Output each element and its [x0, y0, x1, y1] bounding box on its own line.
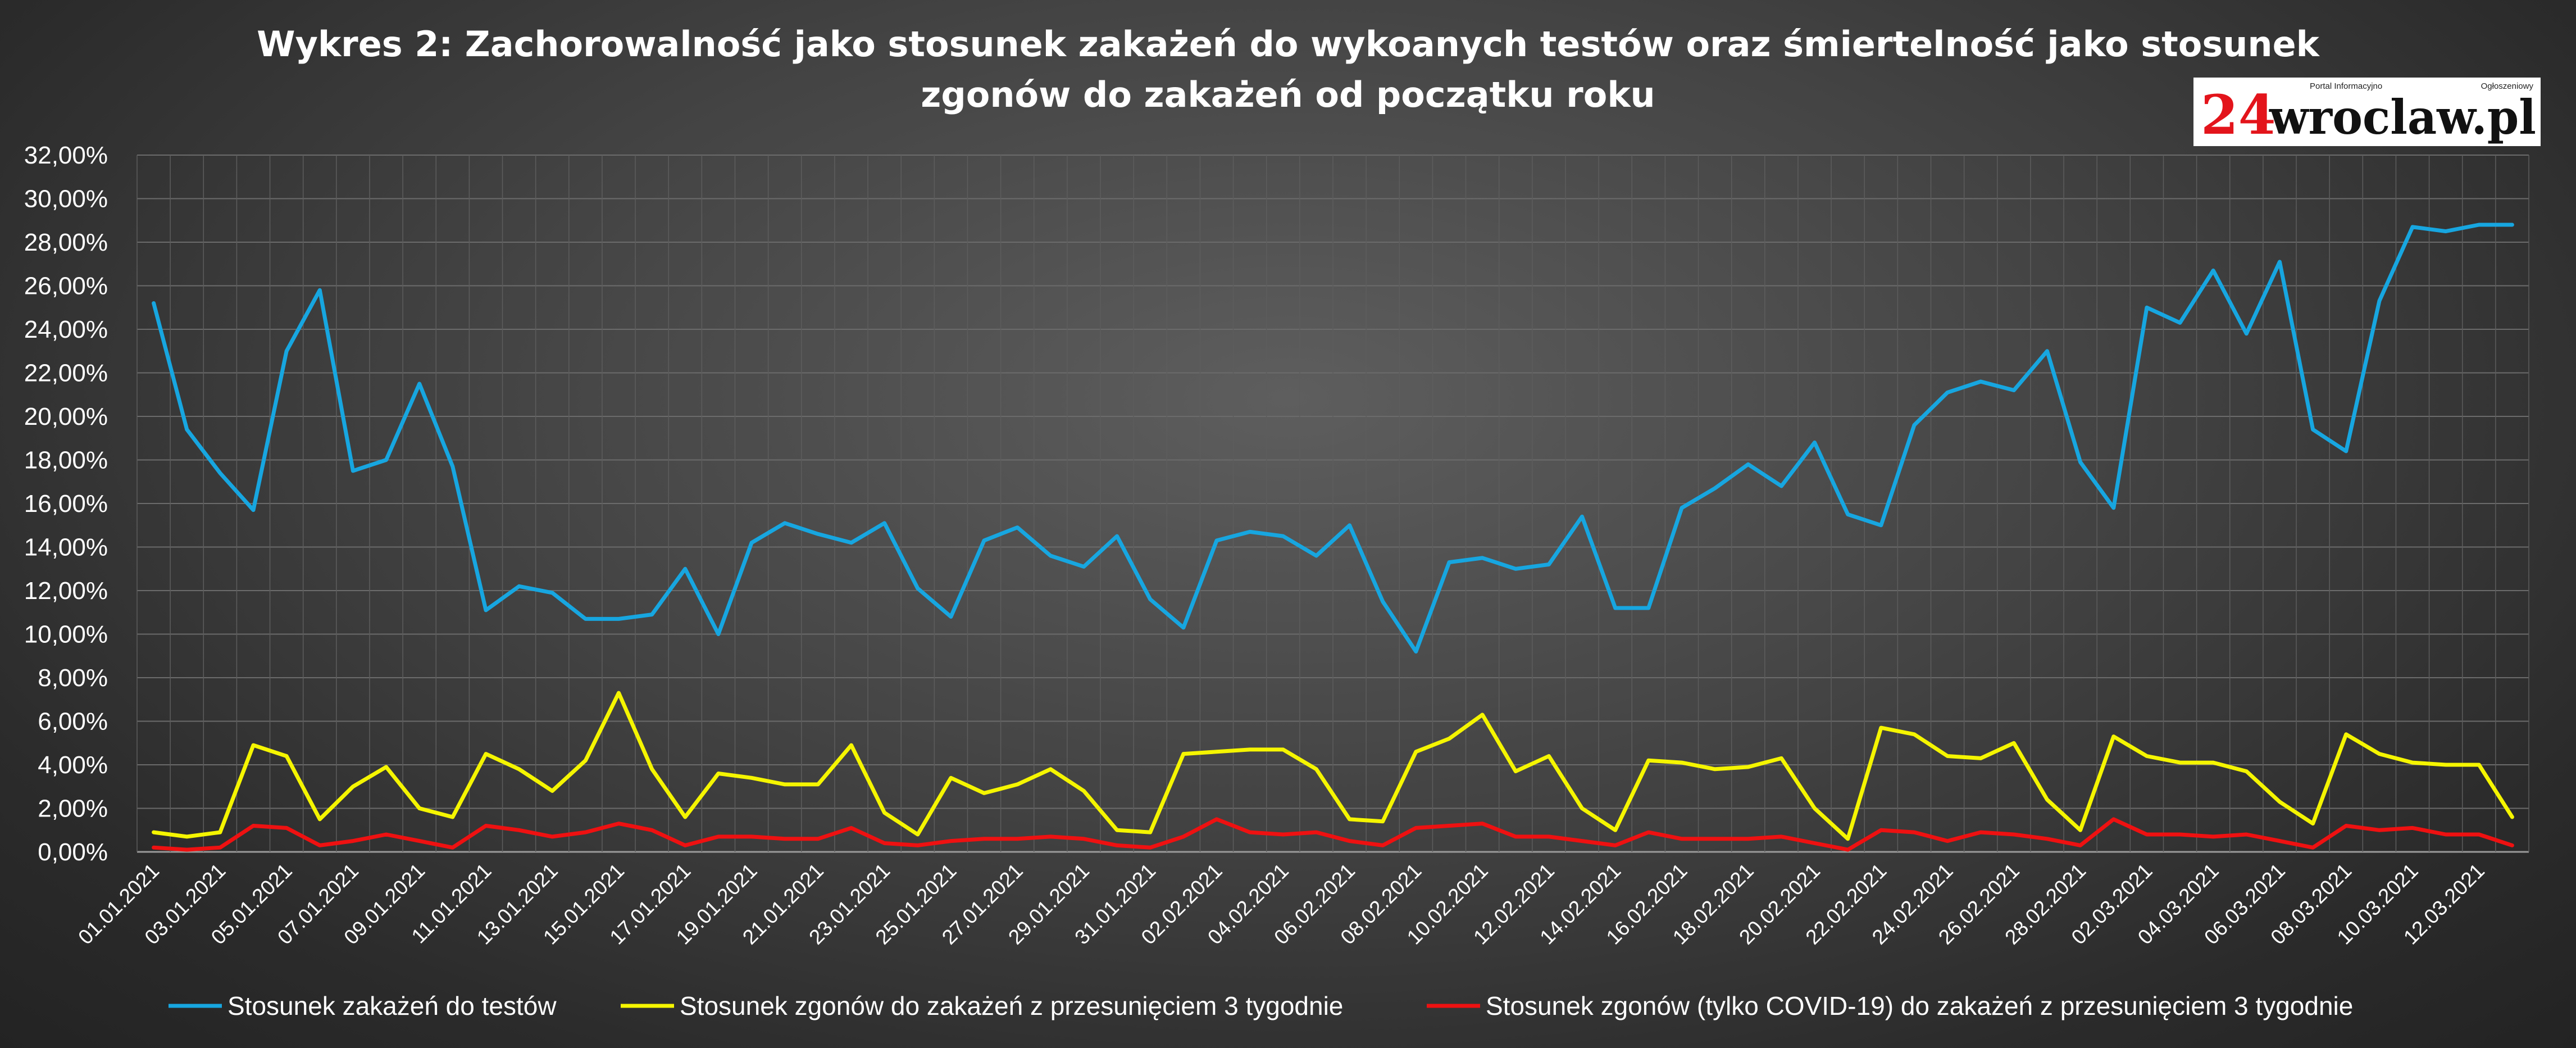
y-tick-label: 8,00%: [38, 664, 108, 692]
y-tick-label: 32,00%: [24, 142, 108, 169]
x-axis-ticks: 01.01.202103.01.202105.01.202107.01.2021…: [74, 859, 2489, 949]
y-tick-label: 6,00%: [38, 708, 108, 736]
series-line-1: [152, 223, 2514, 654]
y-tick-label: 28,00%: [24, 229, 108, 256]
legend: Stosunek zakażeń do testów Stosunek zgonó…: [169, 991, 2353, 1020]
logo-tagline-left: Portal Informacyjno: [2310, 81, 2382, 91]
series-line-2: [152, 691, 2514, 841]
legend-item-1: Stosunek zakażeń do testów: [169, 991, 557, 1020]
y-tick-label: 2,00%: [38, 795, 108, 823]
chart-title-line-2: zgonów do zakażeń od początku roku: [921, 74, 1655, 115]
legend-item-2: Stosunek zgonów do zakażeń z przesunięci…: [621, 991, 1343, 1020]
logo: Portal Informacyjno Ogłoszeniowy 24 wroc…: [2193, 78, 2541, 147]
y-tick-label: 14,00%: [24, 534, 108, 561]
chart-title-line-1: Wykres 2: Zachorowalność jako stosunek z…: [257, 24, 2320, 65]
y-tick-label: 24,00%: [24, 316, 108, 343]
legend-label: Stosunek zgonów (tylko COVID-19) do zaka…: [1486, 991, 2353, 1020]
y-tick-label: 12,00%: [24, 577, 108, 605]
logo-wordmark: wroclaw.pl: [2269, 89, 2536, 145]
y-tick-label: 20,00%: [24, 403, 108, 430]
y-tick-label: 16,00%: [24, 490, 108, 518]
series-line-3: [152, 817, 2514, 852]
series-lines: [152, 223, 2514, 852]
legend-item-3: Stosunek zgonów (tylko COVID-19) do zaka…: [1427, 991, 2353, 1020]
y-tick-label: 26,00%: [24, 273, 108, 300]
y-tick-label: 4,00%: [38, 751, 108, 779]
y-tick-label: 30,00%: [24, 185, 108, 213]
y-tick-label: 0,00%: [38, 838, 108, 866]
grid: [136, 155, 2529, 853]
y-tick-label: 18,00%: [24, 447, 108, 474]
y-tick-label: 10,00%: [24, 621, 108, 648]
legend-label: Stosunek zgonów do zakażeń z przesunięci…: [680, 991, 1343, 1020]
y-axis-ticks: 0,00% 2,00% 4,00% 6,00% 8,00% 10,00% 12,00% 14,…: [24, 142, 108, 866]
y-tick-label: 22,00%: [24, 360, 108, 387]
logo-number: 24: [2201, 83, 2276, 147]
legend-label: Stosunek zakażeń do testów: [227, 991, 557, 1020]
logo-background: [2193, 78, 2541, 146]
logo-tagline-right: Ogłoszeniowy: [2481, 81, 2534, 91]
